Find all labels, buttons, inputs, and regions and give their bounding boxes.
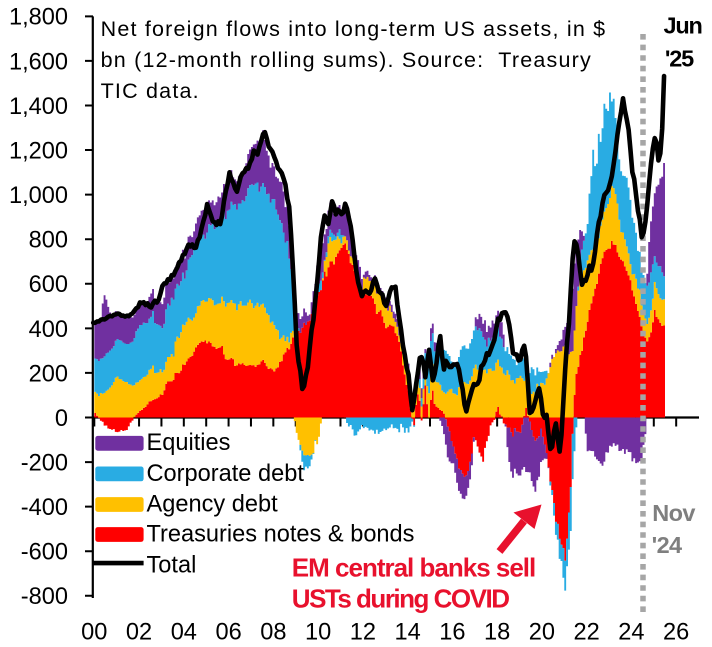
svg-text:Nov: Nov [652, 500, 695, 526]
svg-text:1,200: 1,200 [9, 138, 68, 164]
svg-text:1,000: 1,000 [9, 183, 68, 209]
svg-text:1,400: 1,400 [9, 94, 68, 120]
svg-text:TIC data.: TIC data. [101, 79, 200, 103]
svg-text:14: 14 [394, 620, 420, 646]
svg-text:10: 10 [305, 620, 331, 646]
svg-text:18: 18 [484, 620, 510, 646]
svg-text:USTs during COVID: USTs during COVID [292, 583, 509, 613]
svg-text:Corporate debt: Corporate debt [147, 461, 305, 487]
svg-text:'25: '25 [665, 46, 694, 72]
svg-text:16: 16 [439, 620, 465, 646]
svg-text:00: 00 [81, 620, 107, 646]
svg-text:-400: -400 [21, 495, 68, 521]
svg-text:26: 26 [663, 620, 689, 646]
svg-text:20: 20 [529, 620, 555, 646]
svg-text:Agency debt: Agency debt [147, 491, 279, 517]
svg-text:Total: Total [147, 553, 197, 579]
svg-text:'24: '24 [652, 532, 682, 558]
svg-text:800: 800 [29, 228, 68, 254]
svg-text:Treasuries notes & bonds: Treasuries notes & bonds [147, 521, 415, 547]
svg-text:02: 02 [126, 620, 152, 646]
svg-text:Jun: Jun [664, 12, 702, 38]
svg-text:1,800: 1,800 [9, 5, 68, 31]
svg-text:-200: -200 [21, 450, 68, 476]
svg-text:0: 0 [55, 406, 68, 432]
svg-text:EM central banks sell: EM central banks sell [292, 553, 535, 583]
svg-text:06: 06 [215, 620, 241, 646]
svg-text:12: 12 [350, 620, 376, 646]
svg-text:24: 24 [618, 620, 644, 646]
svg-text:-800: -800 [21, 584, 68, 610]
svg-text:Net foreign flows into long-te: Net foreign flows into long-term US asse… [101, 17, 607, 41]
svg-text:Equities: Equities [147, 430, 231, 456]
svg-text:bn (12-month rolling sums). So: bn (12-month rolling sums). Source: Trea… [101, 48, 592, 72]
svg-text:400: 400 [29, 317, 68, 343]
svg-text:08: 08 [260, 620, 286, 646]
svg-text:1,600: 1,600 [9, 49, 68, 75]
svg-text:04: 04 [171, 620, 197, 646]
svg-text:22: 22 [574, 620, 600, 646]
svg-text:200: 200 [29, 361, 68, 387]
svg-text:-600: -600 [21, 540, 68, 566]
svg-text:600: 600 [29, 272, 68, 298]
